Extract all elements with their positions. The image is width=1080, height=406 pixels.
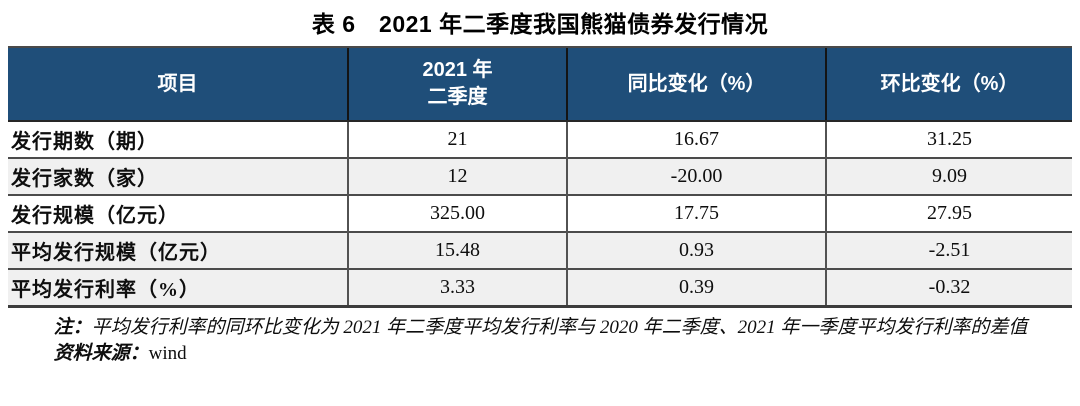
mom-cell: 27.95 (825, 194, 1072, 232)
note-text: 平均发行利率的同环比变化为 2021 年二季度平均发行利率与 2020 年二季度… (91, 316, 1028, 338)
value-cell: 15.48 (347, 231, 567, 269)
value-cell: 3.33 (347, 268, 567, 308)
yoy-cell: -20.00 (566, 157, 826, 195)
yoy-cell: 0.39 (566, 268, 826, 308)
mom-cell: 31.25 (825, 120, 1072, 158)
source-line: 资料来源：wind (8, 341, 1072, 368)
header-cell-item: 项目 (8, 46, 348, 122)
row-label-cell: 发行期数（期） (8, 120, 348, 158)
table-row: 发行家数（家） 12 -20.00 9.09 (8, 157, 1072, 195)
note-label: 注： (53, 316, 92, 338)
header-cell-mom: 环比变化（%） (825, 46, 1072, 122)
table-row: 平均发行利率（%） 3.33 0.39 -0.32 (8, 268, 1072, 308)
header-cell-yoy: 同比变化（%） (566, 46, 826, 122)
table-title: 表 6 2021 年二季度我国熊猫债券发行情况 (311, 11, 769, 37)
panda-bond-table: 项目 2021 年 二季度 同比变化（%） 环比变化（%） 发行期数（期） 21… (8, 46, 1072, 308)
mom-cell: -0.32 (825, 268, 1072, 308)
table-row: 发行规模（亿元） 325.00 17.75 27.95 (8, 194, 1072, 232)
value-cell: 325.00 (347, 194, 567, 232)
yoy-cell: 0.93 (566, 231, 826, 269)
yoy-cell: 16.67 (566, 120, 826, 158)
row-label-cell: 发行家数（家） (8, 157, 348, 195)
table-notes: 注：平均发行利率的同环比变化为 2021 年二季度平均发行利率与 2020 年二… (8, 315, 1072, 369)
yoy-cell: 17.75 (566, 194, 826, 232)
note-line: 注：平均发行利率的同环比变化为 2021 年二季度平均发行利率与 2020 年二… (8, 315, 1072, 342)
report-page: 表 6 2021 年二季度我国熊猫债券发行情况 项目 2021 年 二季度 同比… (8, 11, 1072, 369)
mom-cell: 9.09 (825, 157, 1072, 195)
value-cell: 12 (347, 157, 567, 195)
value-cell: 21 (347, 120, 567, 158)
header-row: 项目 2021 年 二季度 同比变化（%） 环比变化（%） (8, 46, 1072, 122)
row-label-cell: 发行规模（亿元） (8, 194, 348, 232)
source-label: 资料来源： (53, 343, 149, 365)
header-cell-period: 2021 年 二季度 (347, 46, 567, 122)
row-label-cell: 平均发行规模（亿元） (8, 231, 348, 269)
row-label-cell: 平均发行利率（%） (8, 268, 348, 308)
source-value: wind (148, 343, 187, 365)
mom-cell: -2.51 (825, 231, 1072, 269)
header-mom-label: 环比变化（%） (880, 72, 1019, 95)
header-item-label: 项目 (157, 72, 198, 95)
header-yoy-label: 同比变化（%） (627, 72, 766, 95)
header-period-line1: 2021 年 (422, 59, 493, 81)
header-period-line2: 二季度 (427, 86, 488, 108)
table-row: 发行期数（期） 21 16.67 31.25 (8, 120, 1072, 158)
table-row: 平均发行规模（亿元） 15.48 0.93 -2.51 (8, 231, 1072, 269)
